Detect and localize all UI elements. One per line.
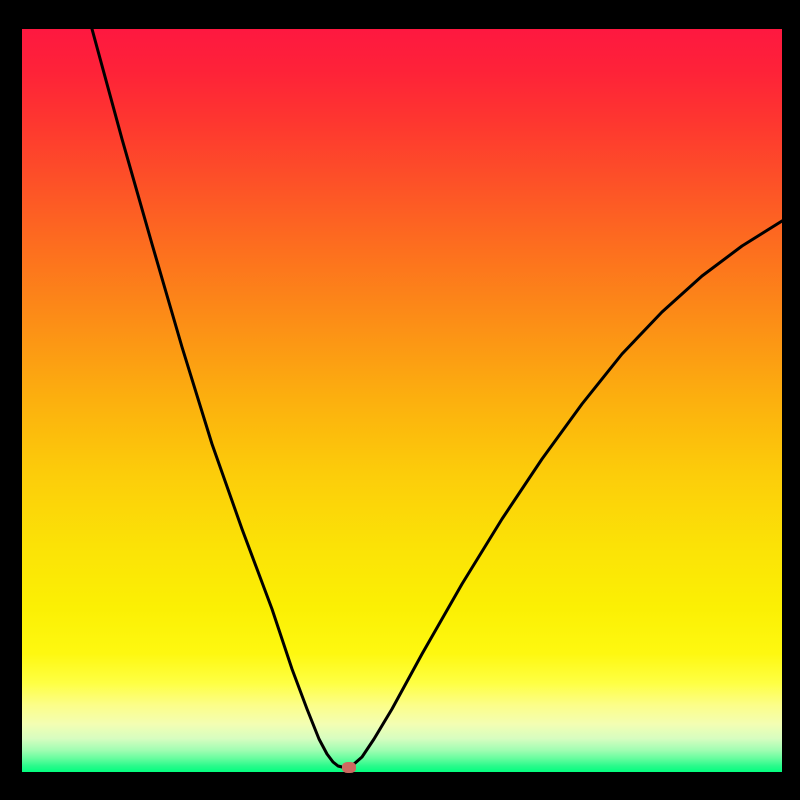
chart-figure: TheBottleneck.com (0, 0, 800, 800)
plot-area (22, 29, 782, 772)
bottleneck-marker (342, 762, 356, 773)
border-bottom (0, 772, 800, 800)
bottleneck-curve (22, 29, 782, 772)
border-left (0, 0, 22, 800)
border-right (782, 0, 800, 800)
border-top (0, 0, 800, 29)
